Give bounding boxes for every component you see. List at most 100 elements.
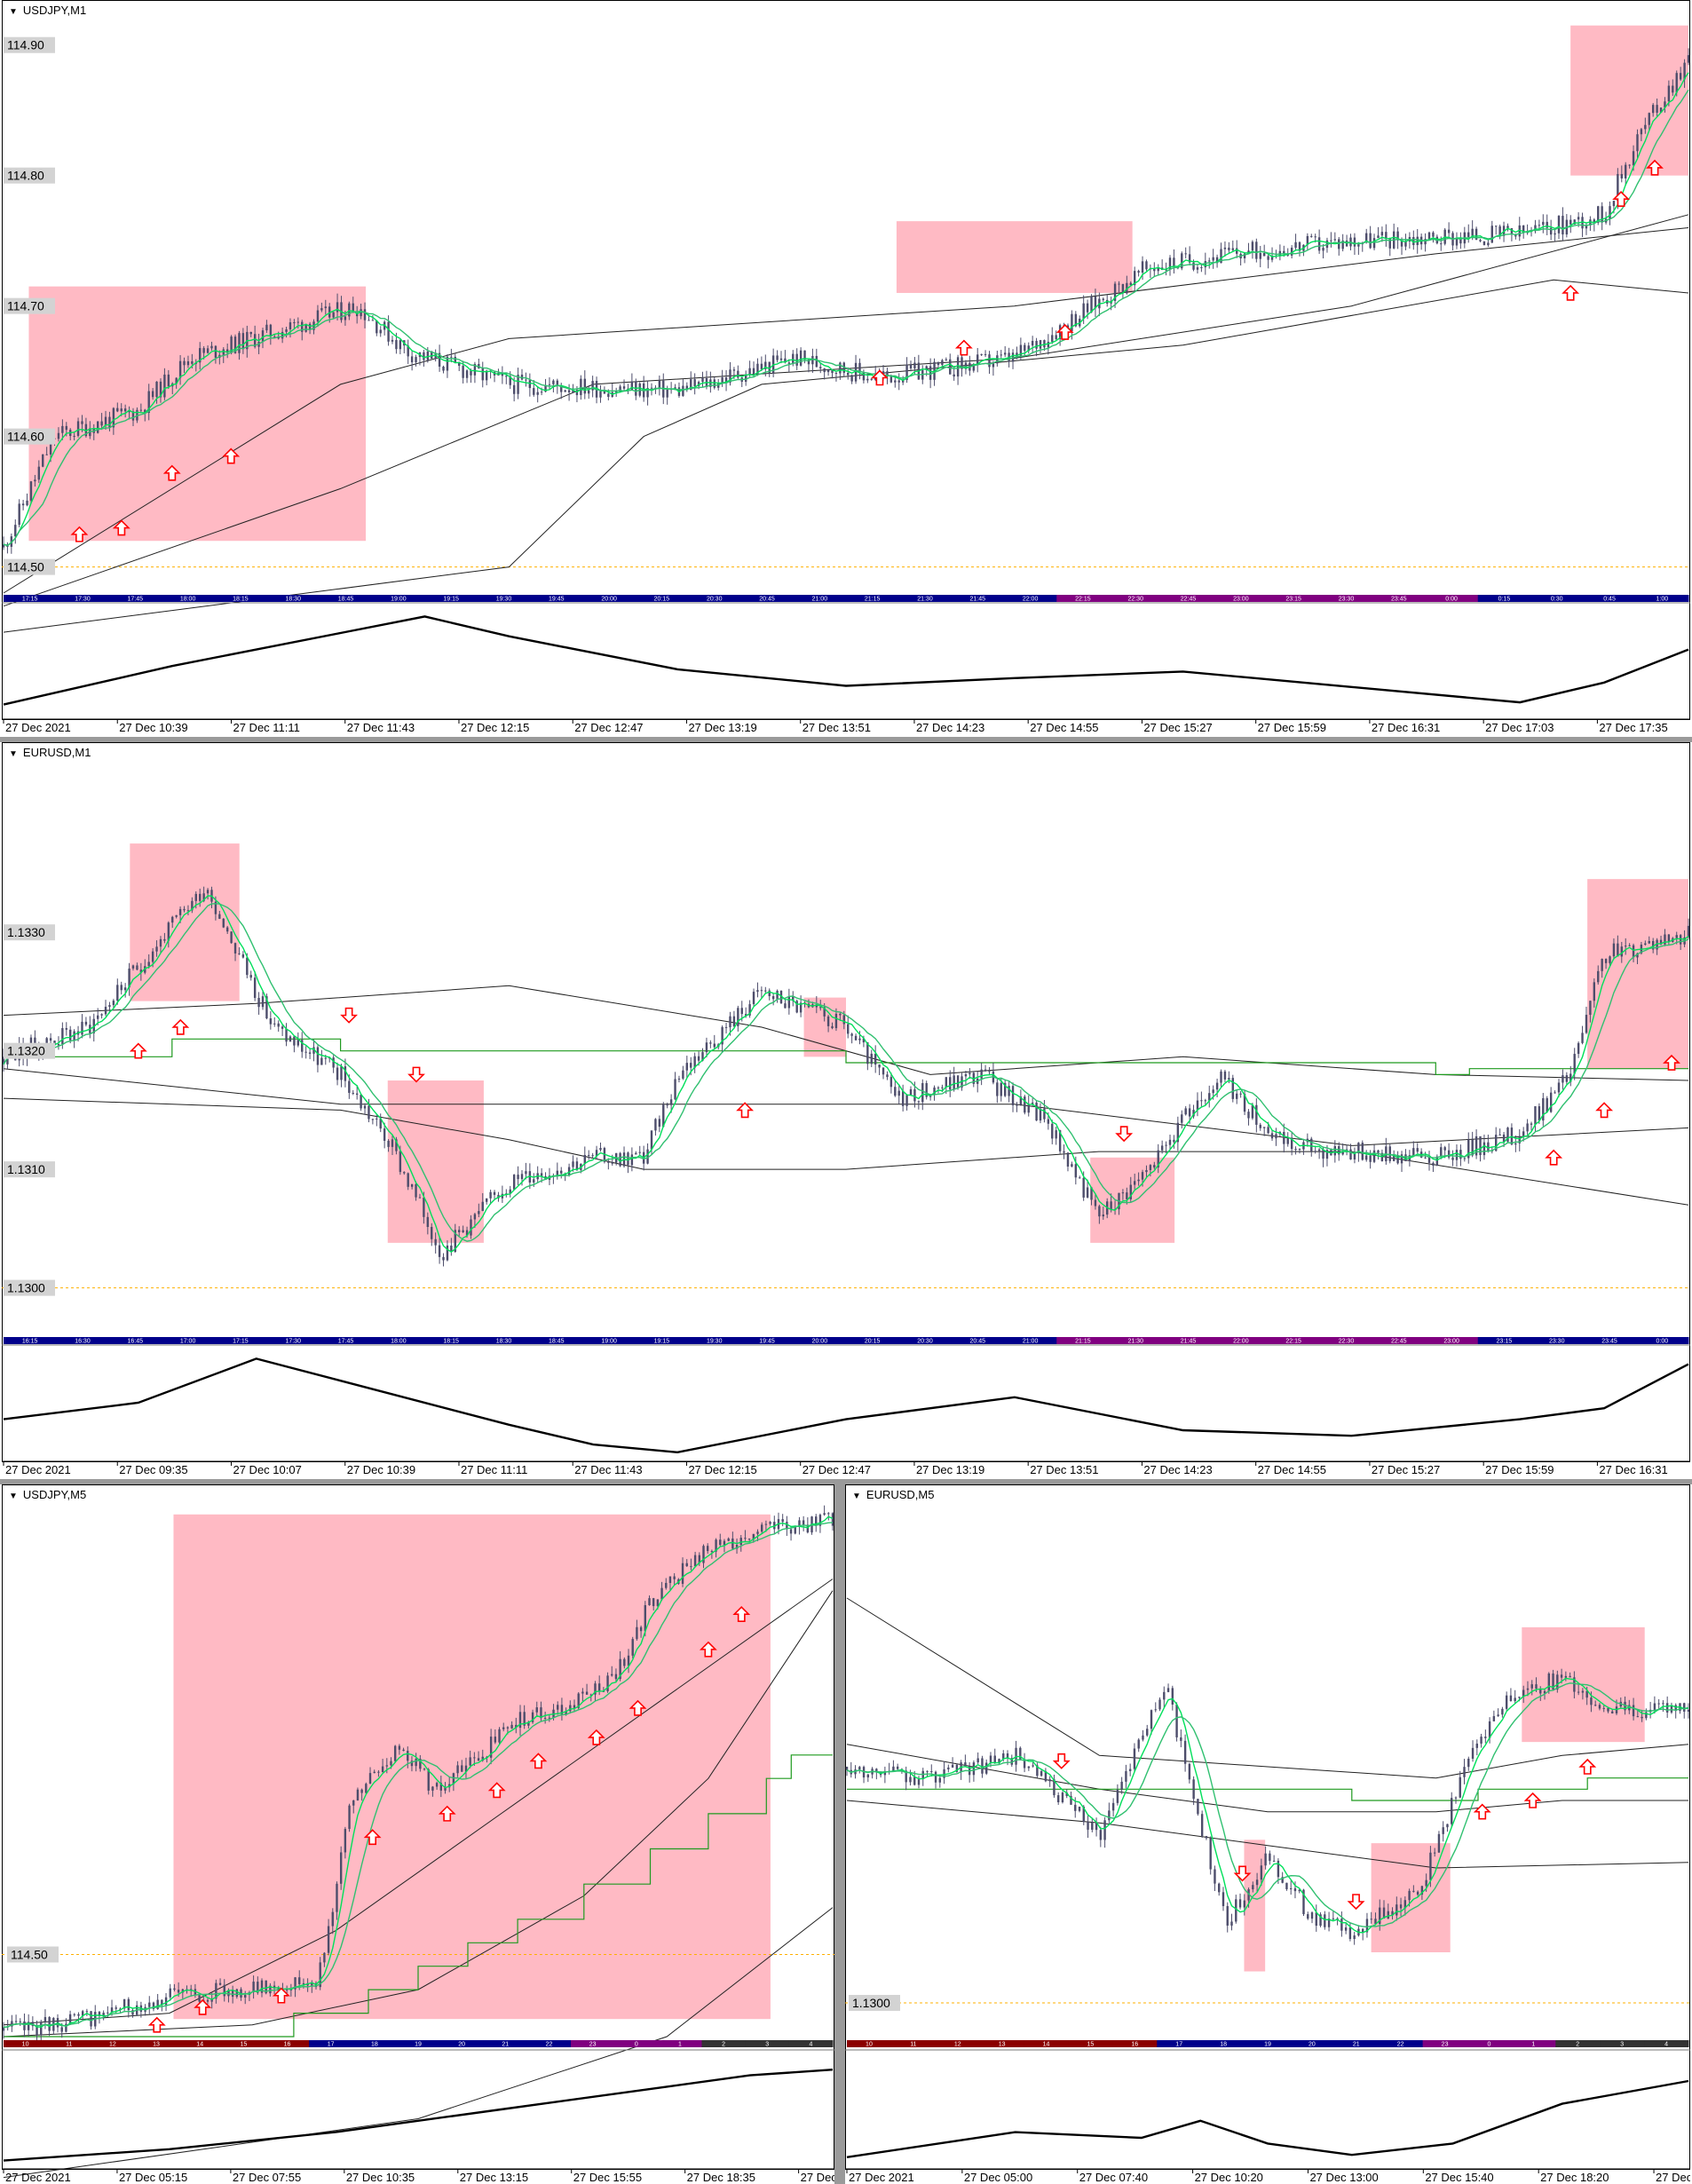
candle-body bbox=[336, 1067, 339, 1080]
moving-average-line bbox=[3, 1579, 834, 2026]
timebar-segment bbox=[571, 2040, 615, 2047]
candle-body bbox=[1317, 1149, 1321, 1151]
usdjpy-m5-chart-panel[interactable]: ▼ USDJPY,M5 114.50 10 11 12 13 14 15 16 17 18 19 20 2… bbox=[2, 1484, 834, 2184]
timebar-label: 18:30 bbox=[496, 1339, 512, 1345]
candle-body bbox=[665, 1582, 668, 1588]
timebar-segment bbox=[635, 595, 689, 602]
candle-body bbox=[156, 1999, 159, 2009]
timebar-label: 14 bbox=[1043, 2042, 1050, 2048]
timebar-segment bbox=[1109, 595, 1163, 602]
chart-canvas[interactable]: 114.90 114.80 114.70 114.60 114.50 17:15 17:30… bbox=[2, 0, 1690, 737]
dropdown-triangle-icon[interactable]: ▼ bbox=[9, 749, 18, 759]
candle-body bbox=[1341, 1151, 1344, 1155]
candle-body bbox=[535, 1707, 538, 1713]
candle-body bbox=[764, 1523, 768, 1525]
candle-body bbox=[426, 351, 430, 360]
candle-body bbox=[1535, 1684, 1538, 1689]
timebar-segment bbox=[658, 2040, 703, 2047]
candle-body bbox=[739, 1538, 742, 1546]
candle-body bbox=[573, 1705, 576, 1708]
candle-body bbox=[399, 340, 402, 350]
candle-body bbox=[1562, 216, 1564, 235]
candle-body bbox=[1374, 1919, 1377, 1925]
timebar-segment bbox=[846, 1337, 899, 1344]
candle-body bbox=[2, 1056, 5, 1064]
candle-body bbox=[572, 390, 574, 392]
candle-body bbox=[854, 362, 858, 382]
candle-body bbox=[277, 1023, 280, 1027]
candle-body bbox=[348, 303, 351, 317]
candle-body bbox=[792, 353, 795, 364]
candle-body bbox=[1002, 1753, 1005, 1760]
dropdown-triangle-icon[interactable]: ▼ bbox=[9, 1492, 18, 1501]
candle-body bbox=[426, 1216, 430, 1228]
candle-body bbox=[947, 1767, 950, 1769]
candle-body bbox=[385, 1765, 388, 1767]
panel-divider[interactable] bbox=[0, 1479, 1692, 1484]
dropdown-triangle-icon[interactable]: ▼ bbox=[852, 1492, 861, 1501]
timebar-segment bbox=[1583, 1337, 1637, 1344]
candle-body bbox=[943, 1769, 945, 1778]
candle-body bbox=[1518, 1136, 1521, 1143]
candle-body bbox=[858, 1038, 861, 1041]
candle-body bbox=[107, 2012, 109, 2014]
candle-body bbox=[1369, 1155, 1372, 1162]
candle-body bbox=[465, 1230, 469, 1236]
arrow-down-icon bbox=[1115, 1126, 1134, 1143]
candle-body bbox=[1432, 1162, 1435, 1166]
panel-divider-vertical[interactable] bbox=[834, 1484, 845, 2184]
candle-body bbox=[794, 1526, 796, 1534]
panel-divider[interactable] bbox=[0, 737, 1692, 742]
candle-body bbox=[1141, 261, 1144, 273]
candle-body bbox=[206, 348, 210, 353]
candle-body bbox=[178, 360, 182, 378]
timebar-label: 18:30 bbox=[285, 597, 301, 603]
candle-body bbox=[1656, 105, 1658, 113]
chart-canvas[interactable]: 1.1330 1.1320 1.1310 1.1300 16:15 16:30 16:45 1… bbox=[2, 742, 1690, 1479]
fast-moving-average-line bbox=[846, 1677, 1689, 1934]
timebar-label: 22:00 bbox=[1233, 1339, 1249, 1345]
timebar-segment bbox=[1003, 595, 1057, 602]
candle-body bbox=[1165, 1144, 1167, 1146]
candle-body bbox=[1497, 1714, 1499, 1716]
eurusd-m1-chart-panel[interactable]: ▼ EURUSD,M1 1.1330 1.1320 1.1310 1.1300 16:15… bbox=[2, 742, 1690, 1479]
candle-body bbox=[955, 1764, 959, 1772]
candle-body bbox=[1168, 1139, 1172, 1145]
oscillator-line bbox=[3, 1357, 1689, 1454]
highlight-zone bbox=[130, 843, 240, 1001]
candle-body bbox=[1040, 1770, 1043, 1776]
candle-body bbox=[662, 1104, 665, 1128]
candle-body bbox=[1293, 1887, 1297, 1892]
candle-body bbox=[669, 1099, 673, 1105]
time-axis-label: 27 Dec 16:31 bbox=[1372, 721, 1440, 734]
candle-body bbox=[1530, 1123, 1533, 1125]
candle-body bbox=[265, 996, 268, 1019]
dropdown-triangle-icon[interactable]: ▼ bbox=[9, 7, 18, 17]
timebar-label: 18:00 bbox=[391, 1339, 407, 1345]
candle-body bbox=[1577, 217, 1580, 220]
usdjpy-m1-chart-panel[interactable]: ▼ USDJPY,M1 114.90 114.80 114.70 114.60 114.5… bbox=[2, 0, 1690, 737]
candle-body bbox=[652, 1598, 655, 1607]
timebar-segment bbox=[134, 2040, 179, 2047]
timebar-segment bbox=[740, 1337, 795, 1344]
timebar-label: 23:45 bbox=[1391, 597, 1407, 603]
candle-body bbox=[450, 1245, 453, 1253]
candle-body bbox=[127, 1998, 130, 2011]
time-axis-label: 27 Dec 14:23 bbox=[1143, 1463, 1212, 1476]
candle-body bbox=[1158, 1699, 1161, 1710]
candle-body bbox=[623, 1658, 626, 1666]
candle-body bbox=[1188, 254, 1191, 263]
candle-body bbox=[139, 409, 143, 411]
candle-body bbox=[1188, 1108, 1191, 1117]
price-label: 1.1330 bbox=[7, 925, 45, 939]
time-axis-label: 27 Dec 10:39 bbox=[347, 1463, 415, 1476]
candle-body bbox=[319, 1962, 321, 1988]
candle-body bbox=[60, 2027, 63, 2032]
eurusd-m5-chart-panel[interactable]: ▼ EURUSD,M5 1.1300 10 11 12 13 14 15 16 17 18 19 20 2… bbox=[845, 1484, 1690, 2184]
candle-body bbox=[1612, 201, 1616, 207]
timebar-segment bbox=[951, 1337, 1005, 1344]
candle-body bbox=[285, 1028, 288, 1042]
highlight-zone bbox=[387, 1080, 484, 1243]
